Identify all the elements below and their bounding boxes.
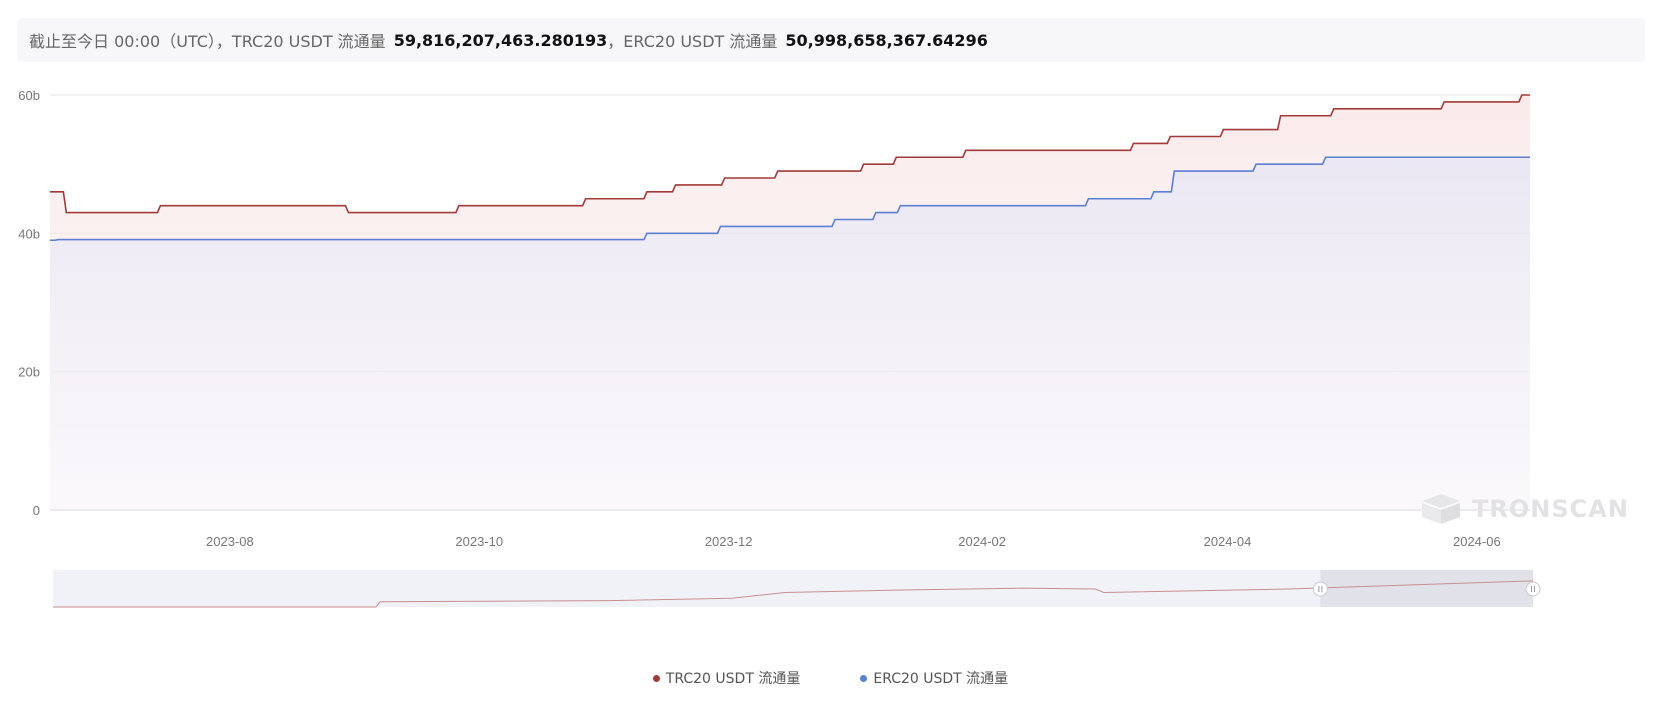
y-tick-label: 20b bbox=[18, 365, 40, 380]
y-axis: 0 20b 40b 60b bbox=[18, 88, 40, 518]
y-tick-label: 0 bbox=[33, 503, 40, 518]
tronscan-watermark: TRONSCAN bbox=[1420, 492, 1629, 526]
data-zoom-slider[interactable] bbox=[53, 570, 1541, 608]
series-lines bbox=[50, 94, 1530, 242]
erc-label: ERC20 USDT 流通量 bbox=[623, 32, 778, 51]
trc-label: TRC20 USDT 流通量 bbox=[231, 32, 386, 51]
summary-prefix: 截止至今日 00:00（UTC）， bbox=[29, 32, 232, 51]
legend-dot-icon bbox=[860, 674, 868, 682]
zoom-window bbox=[1320, 570, 1533, 607]
legend-item-trc[interactable]: TRC20 USDT 流通量 bbox=[652, 668, 801, 688]
series-area bbox=[50, 157, 1530, 510]
legend-dot-icon bbox=[652, 674, 660, 682]
x-tick-label: 2023-08 bbox=[206, 534, 254, 549]
x-tick-label: 2024-04 bbox=[1204, 534, 1252, 549]
series-areas bbox=[50, 95, 1530, 510]
legend: TRC20 USDT 流通量 ERC20 USDT 流通量 bbox=[0, 668, 1661, 688]
y-tick-label: 60b bbox=[18, 88, 40, 103]
x-tick-label: 2024-02 bbox=[958, 534, 1006, 549]
tronscan-logo-icon bbox=[1422, 494, 1460, 524]
zoom-track bbox=[53, 570, 1533, 607]
x-tick-label: 2023-12 bbox=[705, 534, 753, 549]
x-tick-label: 2023-10 bbox=[455, 534, 503, 549]
x-axis: 2023-08 2023-10 2023-12 2024-02 2024-04 2024-… bbox=[206, 534, 1501, 549]
watermark-text: TRONSCAN bbox=[1472, 495, 1629, 523]
trc-supply-value: 59,816,207,463.280193 bbox=[393, 30, 608, 50]
zoom-handle-left[interactable] bbox=[1312, 581, 1328, 597]
legend-label: ERC20 USDT 流通量 bbox=[873, 671, 1009, 687]
legend-item-erc[interactable]: ERC20 USDT 流通量 bbox=[860, 668, 1008, 688]
erc-supply-value: 50,998,658,367.64296 bbox=[785, 30, 988, 50]
series-line bbox=[50, 94, 1530, 214]
series-line bbox=[50, 156, 1530, 242]
legend-label: TRC20 USDT 流通量 bbox=[665, 671, 801, 687]
summary-separator: ， bbox=[607, 32, 624, 51]
y-tick-label: 40b bbox=[18, 226, 40, 241]
zoom-handle-right[interactable] bbox=[1525, 581, 1541, 597]
x-tick-label: 2024-06 bbox=[1453, 534, 1501, 549]
summary-bar: 截止至今日 00:00（UTC）， TRC20 USDT 流通量 59,816,… bbox=[17, 18, 1645, 62]
zoom-preview-line bbox=[53, 580, 1534, 608]
